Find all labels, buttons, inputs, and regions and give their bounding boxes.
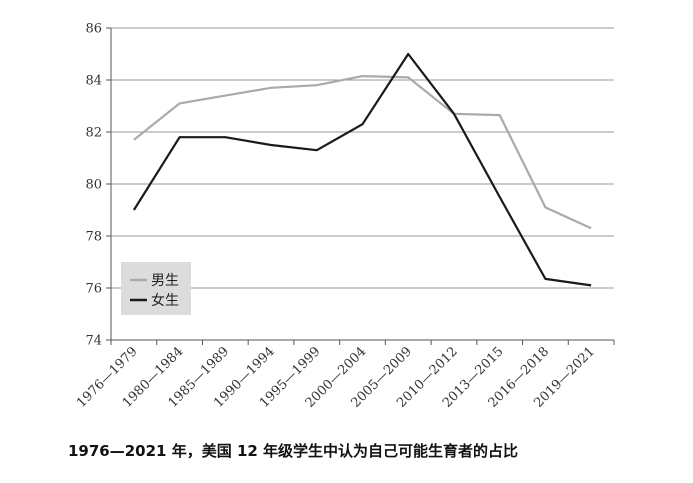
y-tick-label: 80 xyxy=(85,178,102,193)
series-line-female xyxy=(132,52,592,287)
legend-label: 女生 xyxy=(151,292,179,309)
grid-lines xyxy=(111,27,614,289)
y-tick-label: 84 xyxy=(85,74,102,89)
y-tick-labels: 74 76 78 80 82 84 86 xyxy=(85,22,102,349)
series-lines xyxy=(132,52,592,287)
figure-caption: 1976—2021 年，美国 12 年级学生中认为自己可能生育者的占比 xyxy=(68,442,519,460)
y-tick-label: 82 xyxy=(85,126,102,141)
series-line-male xyxy=(133,74,592,230)
axes xyxy=(106,27,615,345)
x-tick-labels: 1976—19791980—19841985—19891990—19941995… xyxy=(74,344,598,411)
legend-label: 男生 xyxy=(151,273,179,289)
line-chart: 74 76 78 80 82 84 86 1976—19791980—19841985—19… xyxy=(74,22,615,411)
legend-box xyxy=(121,262,191,315)
y-tick-label: 76 xyxy=(85,282,102,297)
y-tick-label: 86 xyxy=(85,22,102,37)
y-tick-label: 74 xyxy=(85,334,102,349)
y-tick-label: 78 xyxy=(85,230,102,245)
